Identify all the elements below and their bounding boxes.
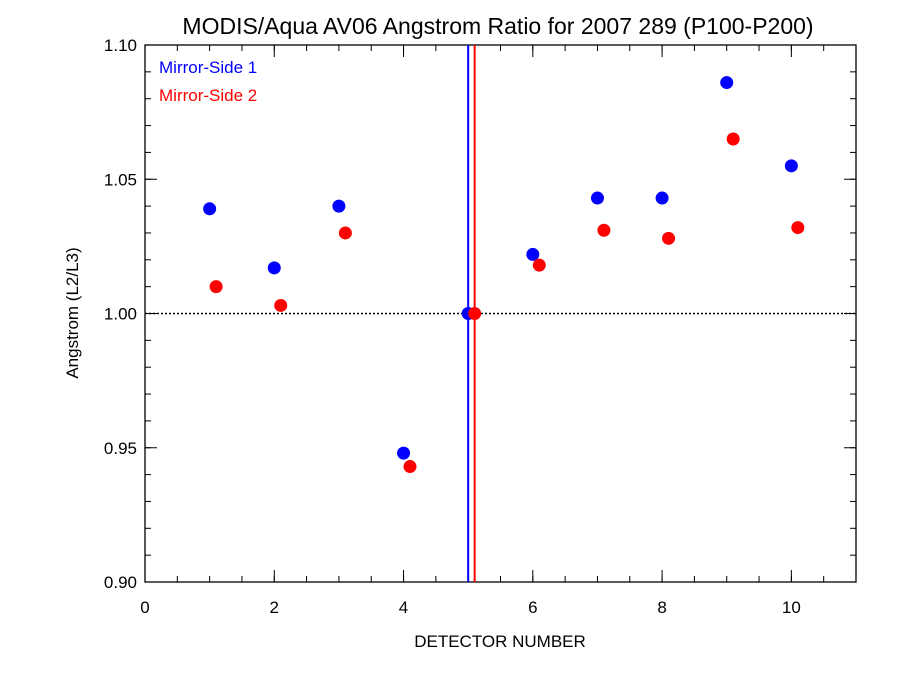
y-tick-label: 1.00 — [104, 305, 137, 324]
y-axis-label: Angstrom (L2/L3) — [63, 247, 82, 378]
data-point-series-2 — [468, 307, 482, 320]
data-point-series-2 — [532, 258, 546, 272]
data-point-series-2 — [209, 280, 223, 294]
data-point-series-1 — [720, 76, 734, 90]
legend-entry-mirror-side-1: Mirror-Side 1 — [159, 58, 257, 77]
data-point-series-2 — [403, 460, 417, 474]
minor-ticks — [145, 45, 856, 582]
legend-entry-mirror-side-2: Mirror-Side 2 — [159, 86, 257, 105]
y-axis-ticks: 0.90 0.95 1.00 1.05 1.10 — [104, 36, 856, 592]
x-axis-label: DETECTOR NUMBER — [414, 632, 586, 651]
data-point-series-1 — [267, 261, 281, 275]
y-tick-label: 0.90 — [104, 573, 137, 592]
data-point-series-1 — [332, 199, 346, 213]
data-point-series-1 — [655, 191, 669, 205]
x-tick-label: 10 — [782, 598, 801, 617]
x-tick-label: 4 — [399, 598, 408, 617]
data-point-series-1 — [203, 202, 217, 216]
data-point-series-2 — [662, 231, 676, 245]
y-tick-label: 0.95 — [104, 439, 137, 458]
x-tick-label: 8 — [657, 598, 666, 617]
x-tick-label: 2 — [270, 598, 279, 617]
x-axis-ticks: 0 2 4 6 8 10 — [140, 45, 801, 617]
x-tick-label: 0 — [140, 598, 149, 617]
data-point-series-1 — [784, 159, 798, 173]
data-point-series-1 — [397, 446, 411, 460]
data-point-series-2 — [597, 223, 611, 237]
x-tick-label: 6 — [528, 598, 537, 617]
data-point-series-1 — [526, 247, 540, 261]
data-point-series-2 — [726, 132, 740, 146]
data-points — [203, 76, 805, 474]
y-tick-label: 1.10 — [104, 36, 137, 55]
data-point-series-2 — [338, 226, 352, 240]
data-point-series-1 — [590, 191, 604, 205]
y-tick-label: 1.05 — [104, 170, 137, 189]
data-point-series-2 — [274, 298, 288, 312]
data-point-series-2 — [791, 221, 805, 235]
chart-title: MODIS/Aqua AV06 Angstrom Ratio for 2007 … — [182, 13, 813, 39]
